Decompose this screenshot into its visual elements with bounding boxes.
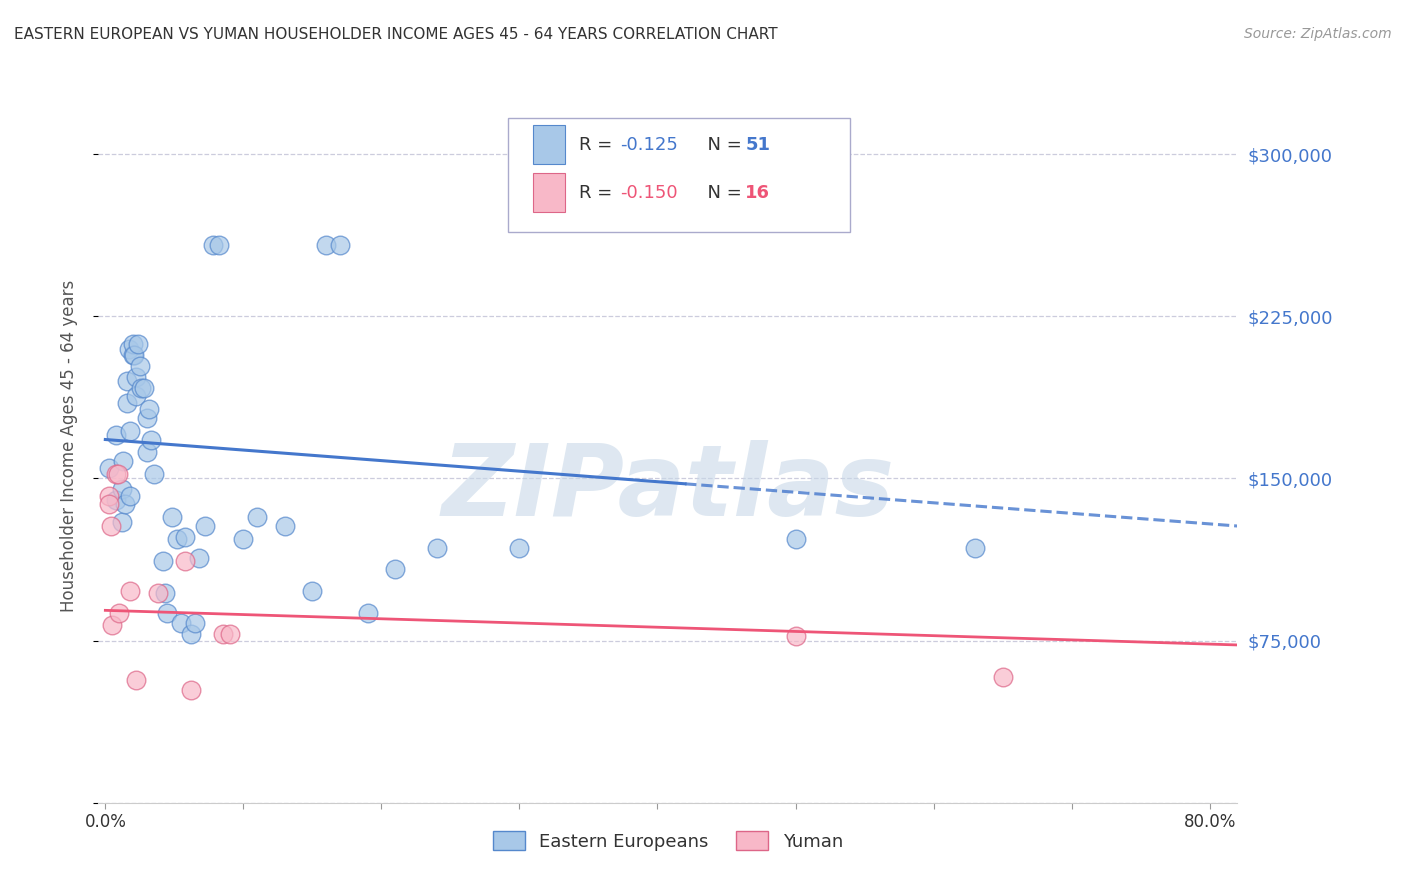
Point (142, 467, 165, 482)
Point (105, 428, 128, 442)
Point (274, 519, 297, 533)
Point (108, 606, 131, 620)
Point (218, 627, 240, 641)
Point (152, 553, 174, 567)
Point (120, 489, 142, 503)
Point (111, 482, 134, 496)
Point (329, 238, 352, 252)
Point (105, 493, 128, 508)
Point (508, 541, 530, 555)
Point (129, 381, 152, 395)
Legend: Eastern Europeans, Yuman: Eastern Europeans, Yuman (485, 824, 851, 858)
Point (384, 562, 406, 576)
Text: EASTERN EUROPEAN VS YUMAN HOUSEHOLDER INCOME AGES 45 - 64 YEARS CORRELATION CHAR: EASTERN EUROPEAN VS YUMAN HOUSEHOLDER IN… (14, 27, 778, 42)
Point (180, 683, 202, 698)
Point (207, 238, 229, 252)
Point (160, 510, 183, 524)
FancyBboxPatch shape (509, 118, 851, 232)
Point (122, 337, 145, 351)
Point (301, 583, 323, 598)
Point (101, 618, 124, 632)
Point (135, 410, 157, 425)
Point (963, 541, 986, 555)
Point (184, 616, 207, 631)
Bar (533, 173, 565, 212)
Point (120, 424, 142, 438)
Point (125, 389, 148, 403)
Text: Source: ZipAtlas.com: Source: ZipAtlas.com (1244, 27, 1392, 41)
Point (174, 530, 197, 544)
Point (153, 586, 176, 600)
Text: 16: 16 (745, 184, 770, 202)
Point (139, 433, 162, 447)
Point (156, 606, 179, 620)
Point (118, 342, 141, 356)
Text: N =: N = (696, 136, 748, 153)
Point (138, 402, 160, 417)
Text: 51: 51 (745, 136, 770, 153)
Point (98, 489, 121, 503)
Point (127, 337, 149, 351)
Point (117, 374, 139, 388)
Point (170, 616, 193, 631)
Point (211, 627, 233, 641)
Text: R =: R = (579, 136, 619, 153)
Point (124, 348, 146, 362)
Point (246, 510, 269, 524)
Point (785, 532, 807, 546)
Point (122, 348, 145, 362)
Text: R =: R = (579, 184, 619, 202)
Point (128, 359, 150, 373)
Point (114, 497, 136, 511)
Point (194, 519, 217, 533)
Point (356, 606, 378, 620)
Point (100, 519, 122, 533)
Point (201, 238, 224, 252)
Point (98, 497, 121, 511)
Point (105, 467, 128, 482)
Point (180, 627, 202, 641)
Point (166, 532, 188, 546)
Point (174, 553, 197, 567)
Point (112, 454, 135, 468)
Point (125, 673, 148, 687)
Point (125, 369, 148, 384)
Point (785, 629, 807, 643)
Point (117, 396, 139, 410)
Point (991, 670, 1014, 684)
Point (120, 583, 142, 598)
Text: N =: N = (696, 184, 748, 202)
Point (135, 445, 157, 459)
Point (232, 532, 254, 546)
Bar (533, 125, 565, 164)
Point (426, 541, 449, 555)
Point (315, 238, 337, 252)
Point (111, 515, 134, 529)
Text: -0.150: -0.150 (620, 184, 678, 202)
Y-axis label: Householder Income Ages 45 - 64 years: Householder Income Ages 45 - 64 years (59, 280, 77, 612)
Text: ZIPatlas: ZIPatlas (441, 441, 894, 537)
Point (188, 551, 211, 566)
Point (146, 586, 169, 600)
Point (107, 467, 129, 482)
Point (132, 381, 155, 395)
Text: -0.125: -0.125 (620, 136, 678, 153)
Point (98, 460, 121, 475)
